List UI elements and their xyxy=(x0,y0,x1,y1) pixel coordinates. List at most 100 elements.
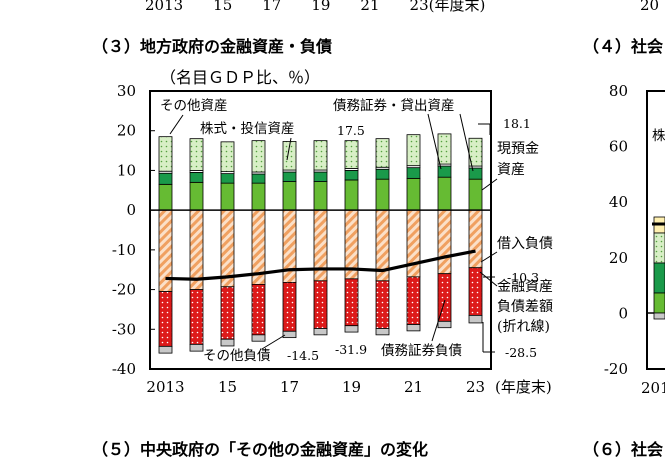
bar-other-liabilities xyxy=(158,345,173,354)
chart4-first-xtick: 201 xyxy=(641,379,665,397)
unit-label: （名目ＧＤＰ比、％） xyxy=(160,68,320,87)
label-debt-securities: 債務証券負債 xyxy=(381,343,462,359)
y-tick-label: -40 xyxy=(112,360,136,378)
annotations: その他資産 株式・投信資産 17.5 債務証券・貸出資産 18.1 現預金 資産… xyxy=(160,98,553,364)
y-tick-label-chart4: 80 xyxy=(609,82,628,100)
bar-other-liabilities xyxy=(282,330,297,339)
bar-other-liabilities xyxy=(313,328,328,336)
bar-borrowings xyxy=(468,209,483,269)
chart4-stocks-label: 株 xyxy=(652,128,665,144)
label-other-assets: その他資産 xyxy=(160,98,228,114)
bar-segment-chart4-base xyxy=(653,292,665,314)
label-borrowings: 借入負債 xyxy=(497,236,553,252)
y-tick-label: 10 xyxy=(117,161,136,179)
bar-other-assets xyxy=(189,138,204,171)
bar-securities-loans xyxy=(437,165,452,178)
x-tick-label: 2013 xyxy=(146,378,184,396)
y-tick-label: -30 xyxy=(112,320,136,338)
bar-securities-loans xyxy=(158,172,173,185)
y-tick-label: 20 xyxy=(117,122,136,140)
bar-debt-securities xyxy=(468,267,483,316)
top-right-partial-label: 20 xyxy=(640,0,659,14)
section4-title: （４）社会 xyxy=(583,37,663,56)
bar-currency-deposits xyxy=(282,181,297,211)
leader-securities-loans-2 xyxy=(459,113,474,172)
y-tick-label: -10 xyxy=(112,241,136,259)
bar-segment-chart4-low xyxy=(653,262,665,294)
bar-other-assets xyxy=(220,141,235,173)
bar-debt-securities xyxy=(437,273,452,322)
x-axis-unit: (年度末) xyxy=(495,378,552,396)
y-axis-ticks: 30 20 10 0 -10 -20 -30 -40 xyxy=(112,82,136,378)
bar-securities-loans xyxy=(375,168,390,180)
bar-other-assets xyxy=(406,134,421,167)
bar-other-liabilities xyxy=(437,320,452,329)
bar-currency-deposits xyxy=(313,181,328,211)
x-tick-label: 15 xyxy=(218,378,237,396)
bar-other-liabilities xyxy=(468,314,483,324)
bar-securities-loans xyxy=(189,172,204,183)
leader-debt-securities xyxy=(431,299,446,342)
bar-other-assets xyxy=(375,138,390,168)
bar-other-assets xyxy=(437,133,452,165)
bar-debt-securities xyxy=(158,291,173,347)
leader-securities-loans-1 xyxy=(427,113,442,170)
section6-title: （６）社会 xyxy=(583,440,663,459)
leader-other-liabilities xyxy=(261,334,286,350)
bar-securities-loans xyxy=(220,173,235,184)
bar-currency-deposits xyxy=(406,177,421,211)
bar-securities-loans xyxy=(313,171,328,182)
net-balance-line xyxy=(165,249,476,281)
label-net-value: -10.3 xyxy=(507,270,539,285)
bar-debt-securities xyxy=(189,289,204,345)
y-tick-label-chart4: 0 xyxy=(618,304,628,322)
label-currency-line2: 資産 xyxy=(497,162,525,178)
bar-other-liabilities xyxy=(406,324,421,332)
label-total-assets-value: 18.1 xyxy=(503,116,531,131)
bar-debt-securities xyxy=(220,286,235,340)
bar-debt-securities xyxy=(344,278,359,327)
leader-stocks-funds xyxy=(286,137,292,161)
section5-title: （５）中央政府の「その他の金融資産」の変化 xyxy=(92,440,428,459)
bar-debt-securities xyxy=(282,282,297,332)
bar-currency-deposits xyxy=(468,178,483,211)
bar-currency-deposits xyxy=(251,182,266,211)
bar-segment-chart4-neg xyxy=(653,312,665,320)
bar-other-assets xyxy=(313,140,328,171)
bar-other-assets xyxy=(344,140,359,169)
top-year-labels: 2013 15 17 19 21 23(年度末) xyxy=(145,0,485,14)
y-tick-label: 30 xyxy=(117,82,136,100)
plot-border xyxy=(149,90,492,370)
label-debt-value: -31.9 xyxy=(335,342,367,357)
bar-currency-deposits xyxy=(220,182,235,211)
bar-securities-loans xyxy=(251,173,266,184)
chart-local-government: （名目ＧＤＰ比、％） 30 20 10 0 -10 -20 -30 -40 2013 15 17 1… xyxy=(112,68,553,396)
x-tick-label: 21 xyxy=(404,378,423,396)
bar-other-assets xyxy=(158,136,173,172)
bar-other-liabilities xyxy=(251,334,266,342)
bar-securities-loans xyxy=(344,170,359,181)
bar-currency-deposits xyxy=(344,179,359,211)
x-tick-label: 17 xyxy=(280,378,299,396)
bar-other-liabilities xyxy=(220,338,235,347)
x-tick-label: 19 xyxy=(342,378,361,396)
x-axis-ticks: 2013 15 17 19 21 23 xyxy=(146,378,485,396)
bar-securities-loans xyxy=(468,167,483,180)
y-tick-label: -20 xyxy=(112,281,136,299)
y-axis-ticks-chart4: 80 60 40 20 0 -20 xyxy=(604,82,628,378)
section3-title: （３）地方政府の金融資産・負債 xyxy=(92,37,332,56)
label-securities-loans: 債務証券・貸出資産 xyxy=(333,98,455,114)
label-total-liabilities-value: -28.5 xyxy=(505,345,537,360)
label-net-line1: 金融資産 xyxy=(497,279,553,295)
net-balance-polyline xyxy=(165,249,476,281)
bar-borrowings xyxy=(406,209,421,278)
bar-other-liabilities xyxy=(189,343,204,352)
label-net-line3: (折れ線) xyxy=(497,319,550,335)
bar-segment-chart4-mid xyxy=(653,232,665,264)
bar-other-assets xyxy=(251,140,266,173)
bar-currency-deposits xyxy=(375,178,390,211)
bar-securities-loans xyxy=(282,171,297,182)
leader-currency xyxy=(481,178,498,191)
label-stocks-value: 17.5 xyxy=(337,123,365,138)
